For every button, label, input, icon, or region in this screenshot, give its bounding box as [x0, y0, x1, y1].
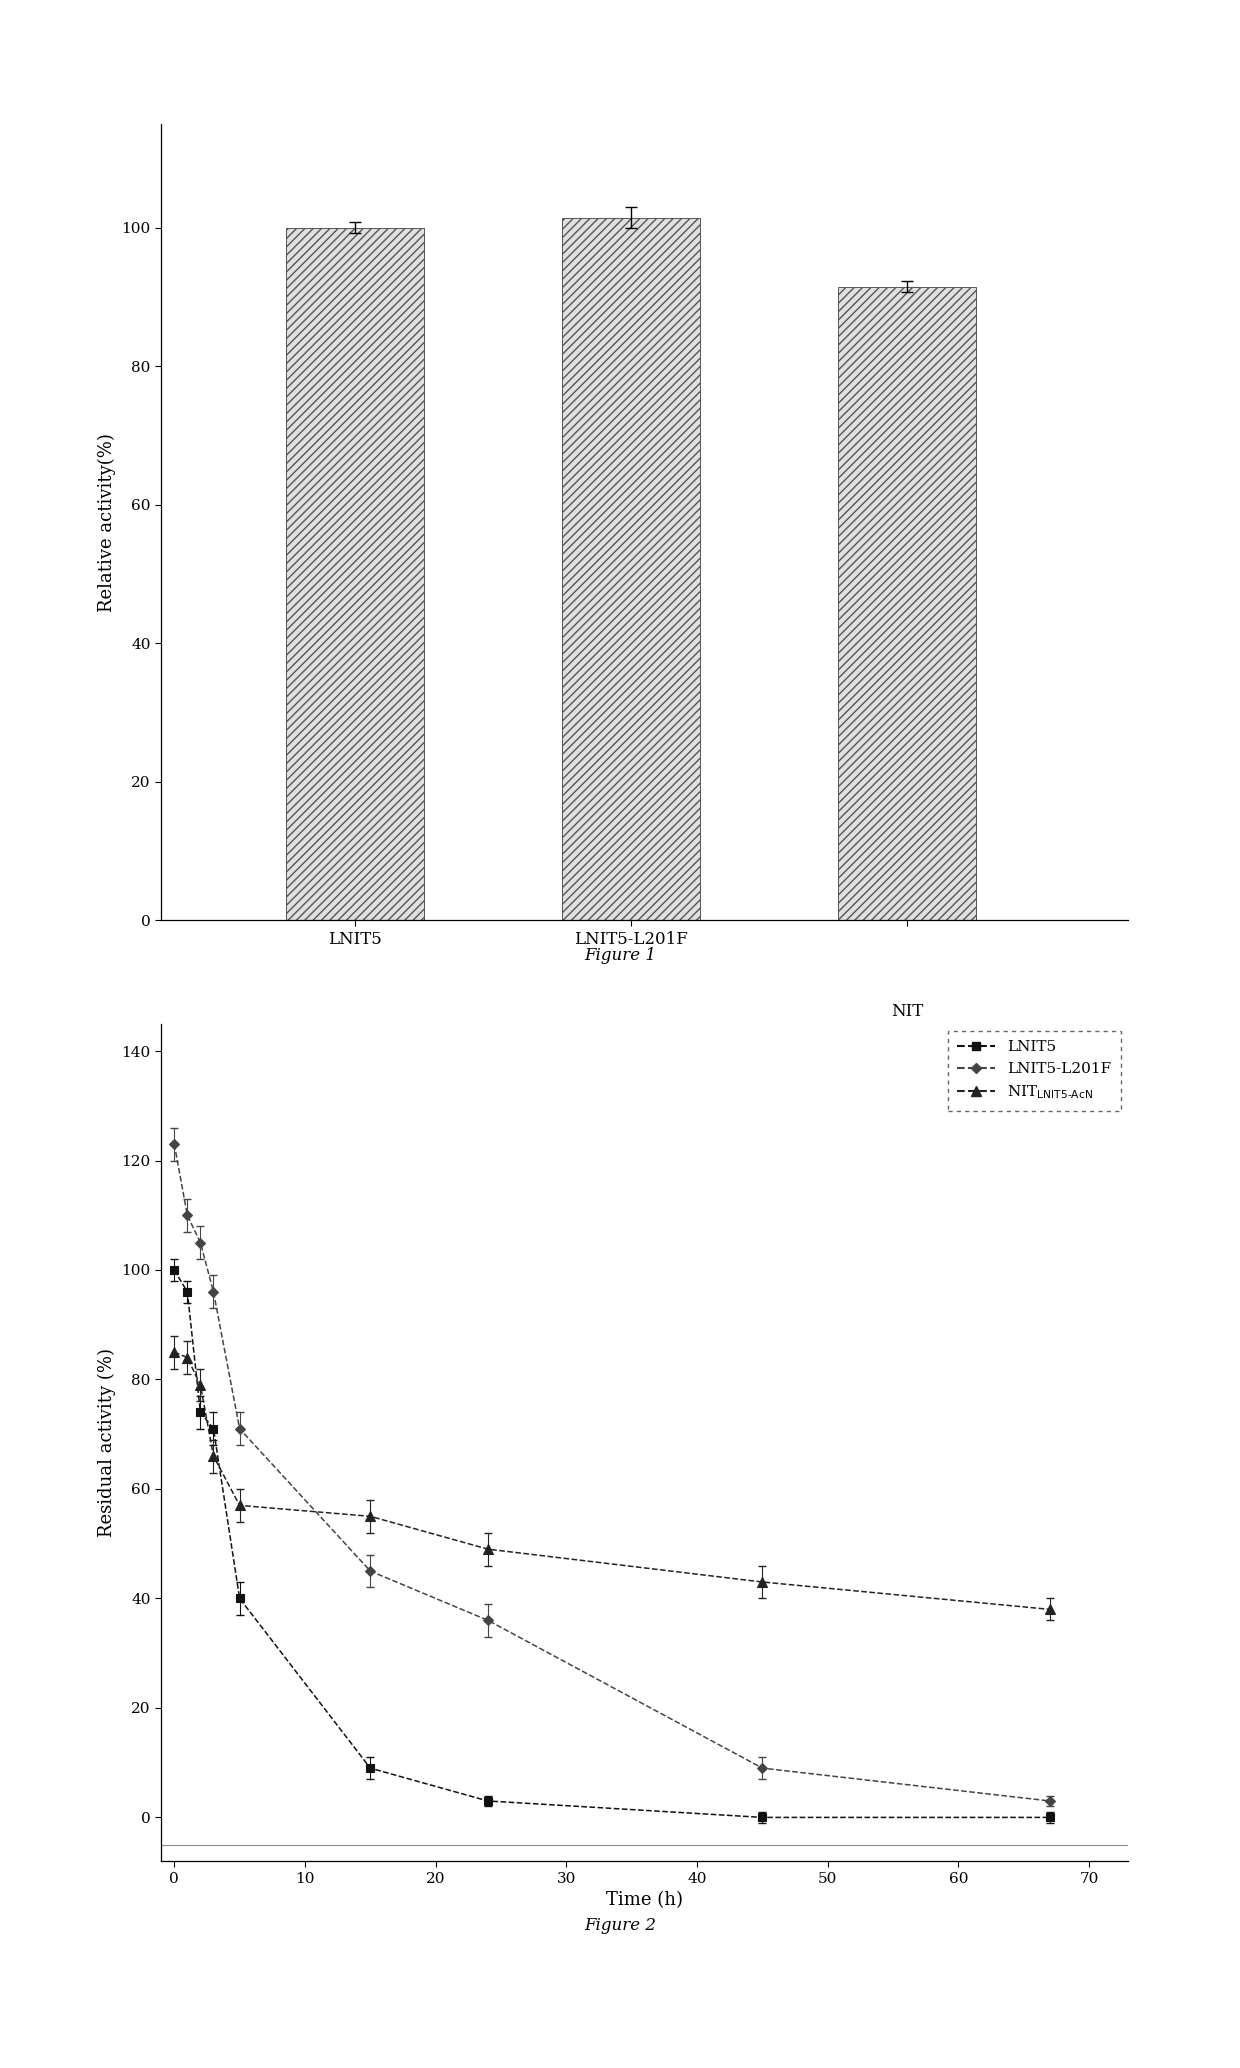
- Text: LNIT5-AcN: LNIT5-AcN: [968, 1038, 1024, 1046]
- Text: Figure 1: Figure 1: [584, 947, 656, 964]
- Bar: [562, 217, 701, 920]
- Text: Figure 2: Figure 2: [584, 1917, 656, 1934]
- Bar: [285, 227, 424, 920]
- Text: NIT: NIT: [892, 1003, 924, 1020]
- X-axis label: Time (h): Time (h): [606, 1890, 683, 1909]
- Y-axis label: Residual activity (%): Residual activity (%): [98, 1348, 117, 1537]
- Y-axis label: Relative activity(%): Relative activity(%): [98, 432, 117, 612]
- Legend: LNIT5, LNIT5-L201F, NIT$_{\mathrm{LNIT5\text{-}AcN}}$: LNIT5, LNIT5-L201F, NIT$_{\mathrm{LNIT5\…: [947, 1032, 1121, 1111]
- Bar: [838, 287, 976, 920]
